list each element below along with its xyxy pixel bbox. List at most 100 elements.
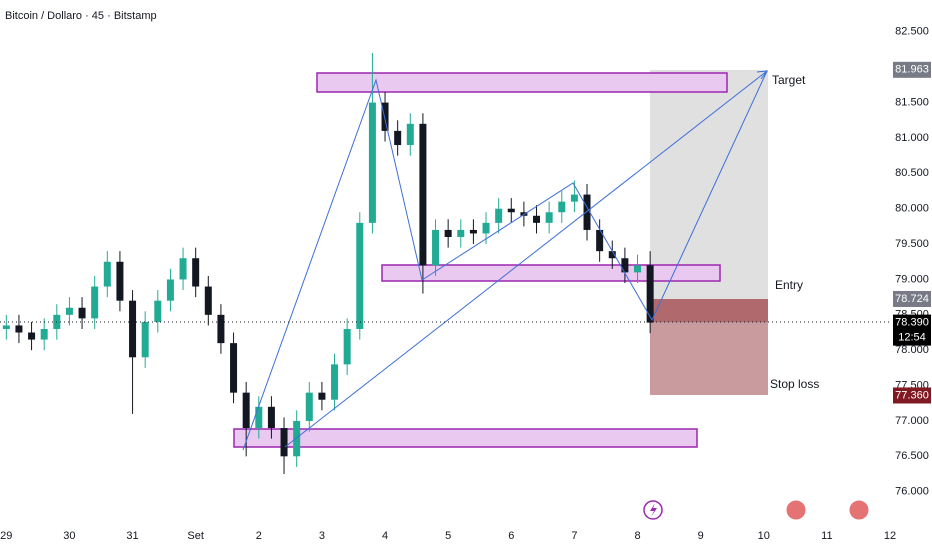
x-tick-label: 30 — [63, 530, 75, 542]
candle-body — [608, 251, 616, 259]
candle-body — [129, 300, 137, 358]
trend-lines — [242, 70, 769, 451]
candle-body — [368, 102, 376, 223]
candle-body — [646, 265, 654, 323]
candle-body — [495, 208, 503, 223]
candle-body — [65, 307, 73, 315]
x-tick-label: 12 — [884, 530, 896, 542]
y-tick-label: 81.000 — [895, 132, 929, 144]
candle-body — [482, 222, 490, 234]
chart-title: Bitcoin / Dollaro · 45 · Bitstamp — [5, 10, 157, 22]
candle-body — [356, 222, 364, 329]
candle-body — [406, 123, 414, 146]
candle-body — [15, 325, 23, 333]
x-tick-label: 2 — [256, 530, 262, 542]
last-price-label: 78.390 — [895, 317, 929, 329]
price-label: 81.963 — [895, 64, 929, 76]
candle-body — [331, 364, 339, 400]
candle-body — [469, 229, 477, 234]
zone — [316, 72, 728, 93]
candle-body — [103, 261, 111, 287]
x-tick-label: 8 — [634, 530, 640, 542]
candle-body — [78, 307, 86, 319]
x-tick-label: 11 — [821, 530, 832, 542]
event-icon — [650, 503, 657, 517]
candle-body — [179, 258, 187, 280]
candle-body — [318, 392, 326, 400]
candle-body — [621, 258, 629, 273]
price-label: 78.724 — [895, 293, 929, 305]
candle-body — [2, 325, 10, 329]
y-tick-label: 76.500 — [895, 450, 929, 462]
y-tick-label: 77.000 — [895, 415, 929, 427]
path — [242, 70, 768, 451]
candle-body — [293, 420, 301, 457]
candle-body — [305, 392, 313, 421]
candle-body — [432, 229, 440, 266]
candle-body — [545, 212, 553, 223]
y-tick-label: 79.500 — [895, 238, 929, 250]
candle-body — [242, 392, 250, 429]
candle-body — [267, 406, 275, 429]
y-tick-label: 82.500 — [895, 26, 929, 38]
candle-body — [255, 406, 263, 429]
zone — [233, 428, 698, 448]
event-icons — [643, 499, 870, 521]
x-tick-label: 29 — [0, 530, 12, 542]
candle-body — [444, 229, 452, 238]
y-tick-label: 80.000 — [895, 203, 929, 215]
candle-body — [457, 229, 465, 238]
y-tick-label: 76.000 — [895, 486, 929, 498]
x-tick-label: 9 — [698, 530, 704, 542]
candle-body — [116, 261, 124, 301]
candle-body — [166, 279, 174, 301]
arrow-head — [756, 70, 769, 80]
y-tick-label: 79.000 — [895, 273, 929, 285]
candle-body — [394, 130, 402, 146]
candle-body — [217, 314, 225, 344]
entry-zone — [650, 299, 768, 322]
target-zone — [650, 70, 768, 299]
candle-body — [40, 328, 48, 340]
last-price-box — [893, 314, 931, 346]
candle-body — [141, 321, 149, 358]
trend-line — [284, 70, 768, 448]
x-tick-label: 6 — [508, 530, 514, 542]
countdown: 12:54 — [898, 332, 926, 344]
candle-body — [533, 215, 541, 223]
price-label-box — [893, 61, 931, 78]
annotation: Target — [772, 73, 806, 87]
candle-body — [28, 332, 36, 340]
price-label-box — [893, 290, 931, 307]
price-label-box — [893, 387, 931, 404]
x-tick-label: 10 — [758, 530, 770, 542]
candle-body — [583, 194, 591, 230]
candle-body — [381, 102, 389, 131]
candle-body — [507, 208, 515, 213]
x-tick-label: 3 — [319, 530, 325, 542]
candle-body — [419, 123, 427, 266]
x-tick-label: 7 — [571, 530, 577, 542]
x-tick-label: 4 — [382, 530, 388, 542]
x-tick-label: 31 — [126, 530, 138, 542]
annotation: Stop loss — [770, 377, 819, 391]
y-tick-label: 80.500 — [895, 167, 929, 179]
x-tick-label: 5 — [445, 530, 451, 542]
y-tick-label: 78.000 — [895, 344, 929, 356]
annotation: Entry — [775, 278, 803, 292]
candle-body — [280, 428, 288, 457]
drawings: 82.50082.00081.50081.00080.50080.00079.5… — [0, 26, 929, 542]
candle-body — [230, 343, 238, 393]
candle-body — [192, 258, 200, 287]
x-tick-label: Set — [187, 530, 204, 542]
candle-body — [343, 328, 351, 365]
candle-body — [570, 194, 578, 202]
event-icon — [785, 499, 807, 521]
candle-body — [91, 286, 99, 319]
candle-body — [634, 265, 642, 273]
candle-body — [204, 286, 212, 315]
event-icon — [848, 499, 870, 521]
price-label: 77.360 — [895, 389, 929, 401]
candle-body — [558, 201, 566, 213]
